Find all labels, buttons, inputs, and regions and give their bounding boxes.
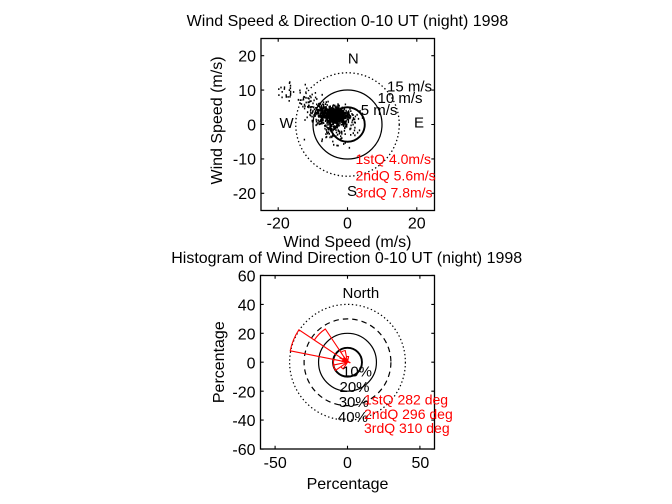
svg-text:20%: 20%: [340, 379, 370, 396]
svg-text:North: North: [343, 285, 380, 302]
svg-text:-10: -10: [233, 152, 256, 169]
svg-text:0: 0: [247, 117, 256, 134]
svg-text:0: 0: [343, 455, 352, 472]
svg-text:15 m/s: 15 m/s: [387, 78, 432, 95]
svg-text:20: 20: [238, 49, 256, 66]
svg-text:0: 0: [343, 216, 352, 233]
svg-text:N: N: [348, 51, 359, 68]
svg-text:3rdQ 310 deg: 3rdQ 310 deg: [364, 420, 450, 436]
svg-text:3rdQ 7.8m/s: 3rdQ 7.8m/s: [356, 184, 433, 200]
svg-text:-50: -50: [264, 455, 287, 472]
svg-text:50: 50: [412, 455, 430, 472]
svg-text:Percentage: Percentage: [307, 476, 389, 493]
svg-text:-40: -40: [232, 413, 255, 430]
svg-text:10 m/s: 10 m/s: [378, 90, 423, 107]
svg-text:Wind Speed & Direction 0-10 UT: Wind Speed & Direction 0-10 UT (night) 1…: [187, 13, 509, 30]
svg-text:Percentage: Percentage: [211, 321, 228, 403]
svg-text:2ndQ 296 deg: 2ndQ 296 deg: [364, 406, 453, 422]
svg-text:20: 20: [408, 216, 426, 233]
svg-text:Histogram of Wind Direction 0-: Histogram of Wind Direction 0-10 UT (nig…: [171, 250, 522, 267]
svg-text:20: 20: [238, 327, 256, 344]
svg-text:1stQ 282 deg: 1stQ 282 deg: [364, 392, 448, 408]
svg-text:10: 10: [238, 83, 256, 100]
svg-text:40%: 40%: [338, 409, 368, 426]
svg-text:S: S: [347, 183, 357, 200]
svg-text:Wind Speed (m/s): Wind Speed (m/s): [283, 234, 411, 251]
svg-text:-60: -60: [232, 442, 255, 459]
svg-text:E: E: [414, 114, 424, 131]
svg-text:60: 60: [238, 269, 256, 286]
svg-text:1stQ 4.0m/s: 1stQ 4.0m/s: [356, 151, 431, 167]
svg-text:10%: 10%: [342, 364, 372, 381]
svg-text:0: 0: [247, 355, 256, 372]
svg-text:-20: -20: [232, 384, 255, 401]
svg-text:-20: -20: [267, 216, 290, 233]
svg-text:2ndQ 5.6m/s: 2ndQ 5.6m/s: [356, 168, 436, 184]
svg-text:-20: -20: [233, 186, 256, 203]
svg-text:5 m/s: 5 m/s: [361, 102, 398, 119]
svg-text:30%: 30%: [339, 394, 369, 411]
svg-text:W: W: [280, 115, 295, 132]
svg-text:Wind Speed (m/s): Wind Speed (m/s): [209, 56, 226, 184]
svg-text:40: 40: [238, 298, 256, 315]
